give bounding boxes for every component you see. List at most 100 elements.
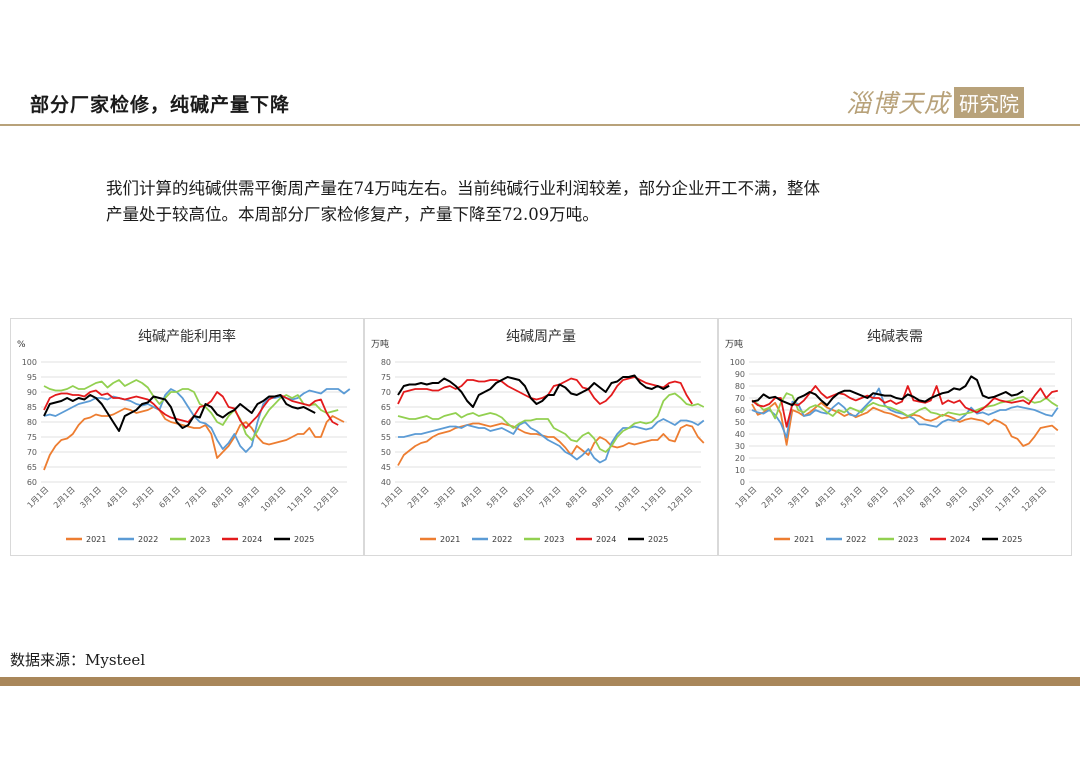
y-tick-label: 55 [381,433,391,442]
series-line-2023 [43,379,339,441]
y-tick-label: 20 [735,454,745,463]
y-tick-label: 50 [735,418,745,427]
y-tick-label: 100 [730,358,745,367]
x-tick-label: 6月1日 [511,485,536,510]
y-tick-label: 80 [735,382,745,391]
utilization-chart: 纯碱产能利用率% 60 65 70 75 80 85 90 95 100 1月1日 2月1日 3月1日 4… [17,328,351,544]
y-tick-label: 50 [381,448,391,457]
chart-title: 纯碱产能利用率 [138,328,236,345]
y-tick-label: 40 [381,478,391,487]
chart-panel-demand: 纯碱表需 万吨 0 10 20 30 40 50 60 70 80 90 100 1月1日 2月1日 3月1日… [718,318,1072,556]
x-tick-label: 3月1日 [78,485,103,510]
y-tick-label: 70 [381,388,391,397]
x-tick-label: 12月1日 [666,485,694,513]
y-tick-label: 60 [735,406,745,415]
y-tick-label: 40 [735,430,745,439]
series-line-2025 [397,374,670,408]
x-tick-label: 6月1日 [157,485,182,510]
x-tick-label: 3月1日 [786,485,811,510]
footer-bar [0,677,1080,686]
x-tick-label: 8月1日 [210,485,235,510]
logo: 淄博天成 研究院 [846,86,1025,118]
series-line-2023 [397,392,705,453]
y-tick-label: 80 [381,358,391,367]
x-tick-label: 4月1日 [813,485,838,510]
x-tick-label: 9月1日 [944,485,969,510]
x-tick-label: 4月1日 [105,485,130,510]
series-line-2024 [751,385,1058,428]
y-tick-label: 65 [381,403,391,412]
page-title: 部分厂家检修，纯碱产量下降 [30,94,291,116]
y-tick-label: 85 [27,403,37,412]
x-tick-label: 1月1日 [380,485,405,510]
y-tick-label: 10 [735,466,745,475]
x-tick-label: 3月1日 [432,485,457,510]
x-tick-label: 10月1日 [967,485,995,513]
legend-label-2021: 2021 [86,535,106,544]
x-tick-label: 10月1日 [259,485,287,513]
x-tick-label: 2月1日 [52,485,77,510]
legend-label-2022: 2022 [846,535,866,544]
summary-line-2: 产量处于较高位。本周部分厂家检修复产，产量下降至72.09万吨。 [106,205,599,224]
y-tick-label: 90 [735,370,745,379]
y-unit-label: % [17,340,26,350]
series-line-2024 [397,376,693,405]
legend-label-2024: 2024 [950,535,970,544]
legend-label-2025: 2025 [1002,535,1022,544]
chart-title: 纯碱表需 [867,329,923,345]
chart-panel-output: 纯碱周产量 万吨 40 45 50 55 60 65 70 75 80 1月1日 2月1日 3月1日 4月1… [364,318,718,556]
series-line-2021 [43,406,345,471]
x-tick-label: 5月1日 [839,485,864,510]
x-tick-label: 9月1日 [590,485,615,510]
y-tick-label: 60 [381,418,391,427]
x-tick-label: 6月1日 [865,485,890,510]
x-tick-label: 7月1日 [892,485,917,510]
legend-label-2021: 2021 [440,535,460,544]
x-tick-label: 2月1日 [760,485,785,510]
x-tick-label: 1月1日 [26,485,51,510]
x-tick-label: 7月1日 [538,485,563,510]
y-tick-label: 100 [22,358,37,367]
x-tick-label: 8月1日 [564,485,589,510]
legend-label-2024: 2024 [242,535,262,544]
x-tick-label: 12月1日 [312,485,340,513]
x-tick-label: 5月1日 [131,485,156,510]
x-tick-label: 12月1日 [1020,485,1048,513]
summary-paragraph: 我们计算的纯碱供需平衡周产量在74万吨左右。当前纯碱行业利润较差，部分企业开工不… [106,176,986,228]
header-divider [0,124,1080,126]
x-tick-label: 1月1日 [734,485,759,510]
x-tick-label: 4月1日 [459,485,484,510]
legend-label-2025: 2025 [648,535,668,544]
x-tick-label: 7月1日 [184,485,209,510]
x-tick-label: 11月1日 [286,485,314,513]
logo-text: 淄博天成 [846,89,951,118]
series-line-2022 [398,418,705,464]
y-tick-label: 75 [381,373,391,382]
source-note: 数据来源：Mysteel [10,651,146,669]
x-tick-label: 8月1日 [918,485,943,510]
y-tick-label: 60 [27,478,37,487]
chart-title: 纯碱周产量 [506,329,576,345]
x-tick-label: 10月1日 [613,485,641,513]
series-line-2025 [751,375,1024,407]
y-tick-label: 70 [735,394,745,403]
legend-label-2024: 2024 [596,535,616,544]
y-tick-label: 75 [27,433,37,442]
legend-label-2025: 2025 [294,535,314,544]
y-tick-label: 65 [27,463,37,472]
logo-box: 研究院 [954,86,1025,118]
x-tick-label: 11月1日 [994,485,1022,513]
y-tick-label: 30 [735,442,745,451]
legend-label-2021: 2021 [794,535,814,544]
legend-label-2023: 2023 [898,535,918,544]
y-unit-label: 万吨 [371,338,389,350]
summary-line-1: 我们计算的纯碱供需平衡周产量在74万吨左右。当前纯碱行业利润较差，部分企业开工不… [106,179,820,198]
x-tick-label: 5月1日 [485,485,510,510]
y-tick-label: 95 [27,373,37,382]
x-tick-label: 11月1日 [640,485,668,513]
y-tick-label: 80 [27,418,37,427]
series-line-2021 [397,422,705,466]
series-line-2025 [43,394,316,432]
